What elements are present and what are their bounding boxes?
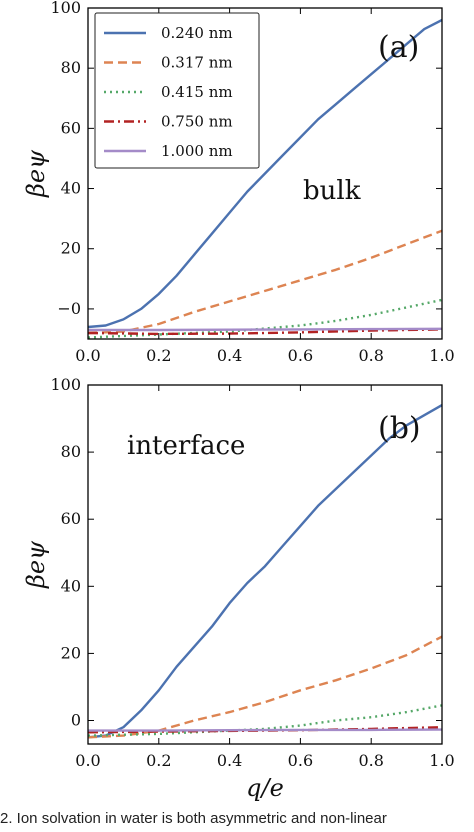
y-tick-label: 60 [61,118,81,137]
y-axis-label: βeψ [22,540,50,589]
y-tick-label: 0 [71,711,81,730]
series-line-0-750-nm [88,726,442,734]
series-line-0-415-nm [88,298,442,339]
panel-b: 0 20 40 60 80 100 0.0 0.2 0.4 0.6 0.8 1.0 βeψ q/e (b) i… [22,375,455,802]
legend-label: 0.750 nm [161,113,233,131]
series-line-0-750-nm [88,328,442,336]
x-tick-label: 1.0 [429,751,454,770]
panel-label: (b) [378,411,421,446]
axes-frame [87,384,443,745]
x-tick-label: 0.8 [358,751,383,770]
x-tick-label: 1.0 [429,346,454,365]
series-line-0-240-nm [88,18,442,329]
series-line-1-000-nm [88,728,442,732]
x-tick-label: 0.2 [146,346,171,365]
figure-caption: 2. Ion solvation in water is both asymme… [0,810,387,827]
y-tick-label: 60 [61,509,81,528]
series-line-0-317-nm [88,229,442,335]
x-tick-label: 0.0 [75,751,100,770]
y-tick-label: 20 [61,643,81,662]
figure: −0 20 40 60 80 100 0.0 0.2 0.4 0.6 0.8 1.0 βeψ (a) bul… [22,0,455,802]
x-tick-label: 0.6 [288,751,313,770]
y-tick-label: 80 [61,442,81,461]
legend-label: 0.415 nm [161,83,233,101]
y-tick-label: 100 [50,375,81,394]
legend-label: 0.240 nm [161,24,233,42]
x-tick-label: 0.0 [75,346,100,365]
y-axis-label: βeψ [22,149,50,198]
panel-annotation: bulk [303,176,361,206]
series-line-1-000-nm [88,327,442,332]
x-tick-label: 0.4 [217,346,242,365]
legend-label: 1.000 nm [161,142,233,160]
y-tick-label: 100 [50,0,81,17]
panel-label: (a) [378,30,419,65]
panel-a: −0 20 40 60 80 100 0.0 0.2 0.4 0.6 0.8 1.0 βeψ (a) bul… [22,0,455,365]
y-tick-label: 80 [61,58,81,77]
legend-box [94,12,260,169]
y-tick-label: 40 [61,179,81,198]
y-tick-label: 40 [61,576,81,595]
panel-annotation: interface [127,431,245,461]
axes-frame [87,7,443,340]
x-axis-label: q/e [246,774,284,802]
series-line-0-240-nm [88,404,442,739]
legend-label: 0.317 nm [161,54,233,72]
x-tick-label: 0.8 [358,346,383,365]
legend: 0.240 nm 0.317 nm 0.415 nm 0.750 nm 1.000 nm [94,12,260,169]
y-tick-label: 20 [61,239,81,258]
x-tick-label: 0.2 [146,751,171,770]
series-line-0-317-nm [88,635,442,739]
x-tick-label: 0.6 [288,346,313,365]
series-group [88,18,442,339]
series-line-0-415-nm [88,704,442,737]
x-tick-label: 0.4 [217,751,242,770]
y-tick-label: −0 [57,299,81,318]
series-group [88,404,442,739]
